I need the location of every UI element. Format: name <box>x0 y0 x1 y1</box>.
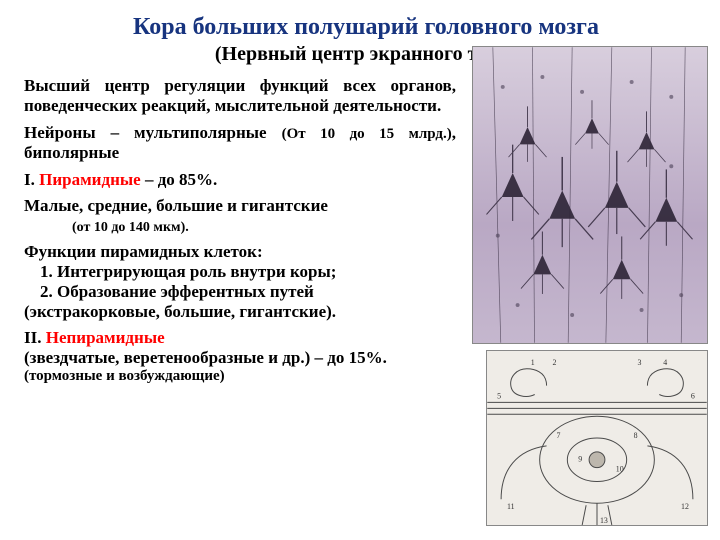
neurons-prefix: Нейроны – мультиполярные <box>24 123 282 142</box>
svg-text:11: 11 <box>507 502 515 511</box>
histology-svg <box>473 47 707 343</box>
intro-paragraph: Высший центр регуляции функций всех орга… <box>24 76 456 117</box>
svg-text:12: 12 <box>681 502 689 511</box>
diagram-svg: 12 34 56 78 910 1112 13 <box>487 351 707 525</box>
sizes-line: Малые, средние, большие и гигантские <box>24 196 456 216</box>
svg-text:2: 2 <box>553 358 557 367</box>
slide-title: Кора больших полушарий головного мозга <box>24 14 708 41</box>
svg-text:5: 5 <box>497 391 501 400</box>
body-column: Высший центр регуляции функций всех орга… <box>24 76 456 385</box>
section-2-numeral: II. <box>24 328 46 347</box>
neurons-detail: (От 10 до 15 млрд.) <box>282 126 452 142</box>
neurons-paragraph: Нейроны – мультиполярные (От 10 до 15 мл… <box>24 123 456 164</box>
figure-diagram: 12 34 56 78 910 1112 13 <box>486 350 708 526</box>
svg-text:8: 8 <box>634 431 638 440</box>
functions-item-2: 2. Образование эфферентных путей <box>40 282 456 302</box>
svg-text:4: 4 <box>663 358 667 367</box>
functions-head: Функции пирамидных клеток: <box>24 242 456 262</box>
section-2-line2: (звездчатые, веретенообразные и др.) – д… <box>24 348 456 368</box>
section-2: II. Непирамидные <box>24 328 456 348</box>
slide-root: Кора больших полушарий головного мозга (… <box>0 0 720 540</box>
functions-tail: (экстракорковые, большие, гигантские). <box>24 302 456 322</box>
figure-histology <box>472 46 708 344</box>
section-1-label: Пирамидные <box>39 170 141 189</box>
section-2-label: Непирамидные <box>46 328 165 347</box>
section-2-line3: (тормозные и возбуждающие) <box>24 368 456 385</box>
sizes-detail: (от 10 до 140 мкм). <box>24 220 456 236</box>
svg-text:10: 10 <box>616 465 624 474</box>
svg-text:9: 9 <box>578 455 582 464</box>
section-1: I. Пирамидные – до 85%. <box>24 170 456 190</box>
diagram-labels: 12 34 56 78 910 1112 13 <box>497 358 695 525</box>
svg-text:6: 6 <box>691 391 695 400</box>
title-text: Кора больших полушарий головного мозга <box>133 14 599 40</box>
svg-text:3: 3 <box>638 358 642 367</box>
functions-item-1: 1. Интегрирующая роль внутри коры; <box>40 262 456 282</box>
svg-text:13: 13 <box>600 516 608 525</box>
svg-text:1: 1 <box>531 358 535 367</box>
section-1-numeral: I. <box>24 170 39 189</box>
section-1-suffix: – до 85%. <box>141 170 218 189</box>
svg-text:7: 7 <box>556 431 560 440</box>
